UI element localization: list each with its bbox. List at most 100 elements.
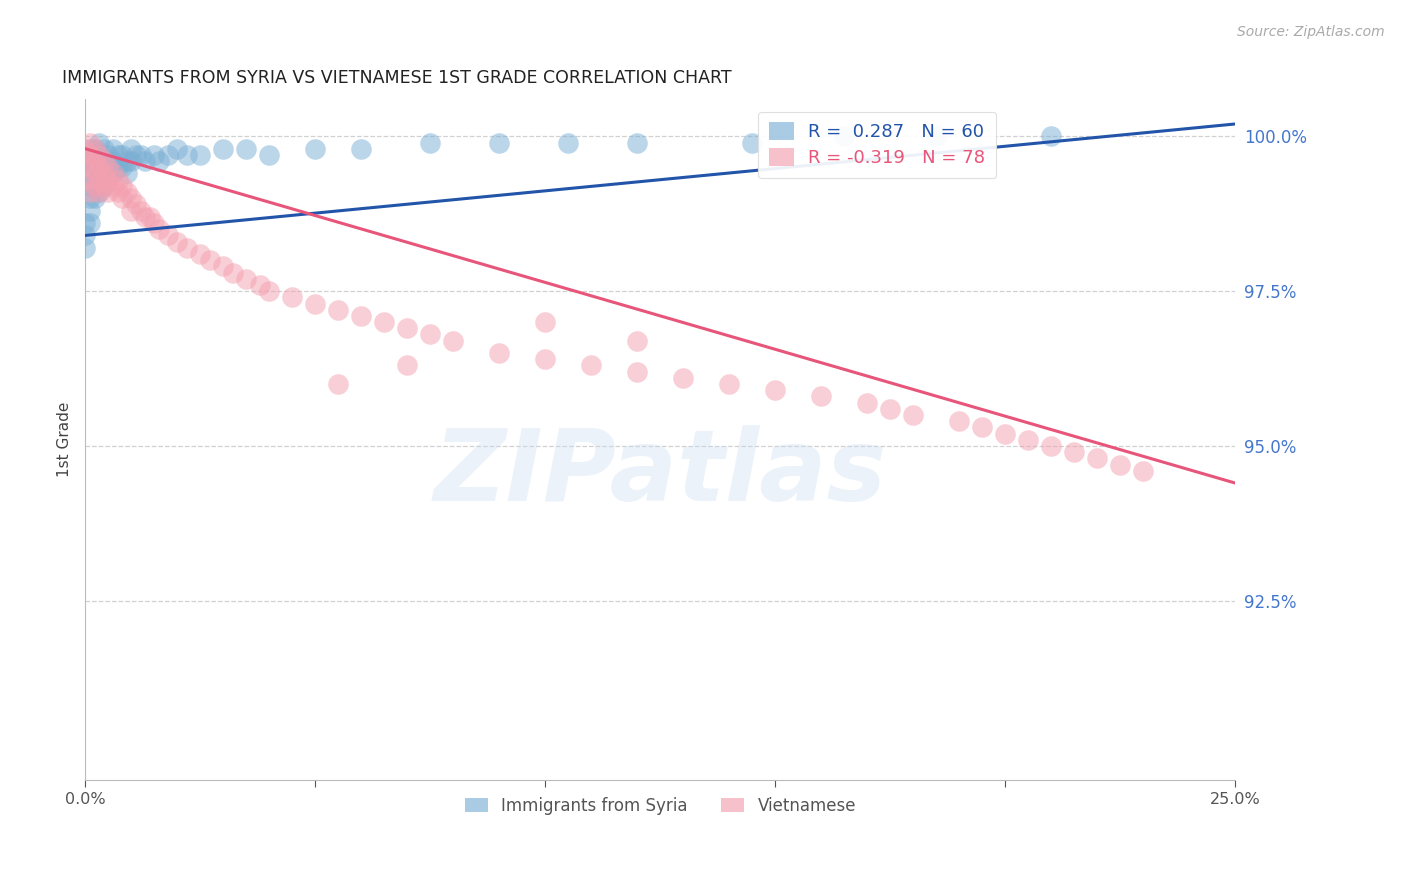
Point — [557, 136, 579, 150]
Point — [879, 401, 901, 416]
Point — [534, 315, 557, 329]
Point — [101, 154, 124, 169]
Point — [79, 185, 101, 199]
Point — [212, 142, 235, 156]
Point — [75, 241, 97, 255]
Point — [93, 154, 115, 169]
Point — [328, 302, 350, 317]
Point — [129, 148, 152, 162]
Point — [79, 154, 101, 169]
Point — [83, 154, 105, 169]
Point — [93, 178, 115, 193]
Point — [101, 166, 124, 180]
Point — [249, 277, 271, 292]
Point — [107, 161, 129, 175]
Point — [157, 148, 180, 162]
Point — [120, 203, 142, 218]
Point — [83, 166, 105, 180]
Point — [972, 420, 994, 434]
Point — [75, 154, 97, 169]
Point — [350, 309, 373, 323]
Point — [79, 203, 101, 218]
Point — [89, 172, 111, 186]
Point — [221, 266, 243, 280]
Point — [97, 172, 120, 186]
Point — [93, 142, 115, 156]
Point — [396, 359, 419, 373]
Point — [111, 178, 134, 193]
Point — [75, 228, 97, 243]
Point — [166, 142, 188, 156]
Point — [83, 142, 105, 156]
Point — [93, 178, 115, 193]
Point — [97, 172, 120, 186]
Point — [396, 321, 419, 335]
Point — [304, 142, 326, 156]
Point — [441, 334, 464, 348]
Point — [419, 327, 441, 342]
Point — [259, 284, 281, 298]
Point — [741, 136, 763, 150]
Point — [97, 185, 120, 199]
Point — [111, 191, 134, 205]
Point — [994, 426, 1017, 441]
Point — [148, 222, 170, 236]
Point — [89, 172, 111, 186]
Point — [79, 166, 101, 180]
Point — [75, 142, 97, 156]
Point — [97, 148, 120, 162]
Point — [89, 161, 111, 175]
Point — [83, 178, 105, 193]
Point — [101, 166, 124, 180]
Point — [79, 172, 101, 186]
Point — [83, 142, 105, 156]
Point — [534, 352, 557, 367]
Point — [1085, 451, 1108, 466]
Point — [1040, 439, 1063, 453]
Point — [101, 142, 124, 156]
Point — [83, 154, 105, 169]
Point — [1063, 445, 1085, 459]
Point — [89, 185, 111, 199]
Legend: Immigrants from Syria, Vietnamese: Immigrants from Syria, Vietnamese — [456, 789, 865, 823]
Point — [79, 178, 101, 193]
Point — [626, 365, 648, 379]
Point — [190, 148, 212, 162]
Point — [89, 185, 111, 199]
Point — [176, 148, 198, 162]
Y-axis label: 1st Grade: 1st Grade — [58, 402, 72, 477]
Point — [111, 161, 134, 175]
Point — [581, 359, 603, 373]
Point — [134, 210, 156, 224]
Point — [176, 241, 198, 255]
Point — [148, 154, 170, 169]
Text: ZIPatlas: ZIPatlas — [434, 425, 887, 523]
Text: IMMIGRANTS FROM SYRIA VS VIETNAMESE 1ST GRADE CORRELATION CHART: IMMIGRANTS FROM SYRIA VS VIETNAMESE 1ST … — [62, 69, 733, 87]
Point — [120, 142, 142, 156]
Point — [328, 377, 350, 392]
Point — [1132, 464, 1154, 478]
Point — [125, 148, 148, 162]
Point — [810, 389, 832, 403]
Text: Source: ZipAtlas.com: Source: ZipAtlas.com — [1237, 25, 1385, 39]
Point — [83, 166, 105, 180]
Point — [373, 315, 395, 329]
Point — [89, 148, 111, 162]
Point — [79, 148, 101, 162]
Point — [198, 253, 221, 268]
Point — [143, 148, 166, 162]
Point — [134, 154, 156, 169]
Point — [115, 166, 138, 180]
Point — [115, 185, 138, 199]
Point — [1040, 129, 1063, 144]
Point — [79, 216, 101, 230]
Point — [83, 178, 105, 193]
Point — [259, 148, 281, 162]
Point — [93, 166, 115, 180]
Point — [79, 142, 101, 156]
Point — [281, 290, 304, 304]
Point — [212, 260, 235, 274]
Point — [89, 136, 111, 150]
Point — [190, 247, 212, 261]
Point — [107, 185, 129, 199]
